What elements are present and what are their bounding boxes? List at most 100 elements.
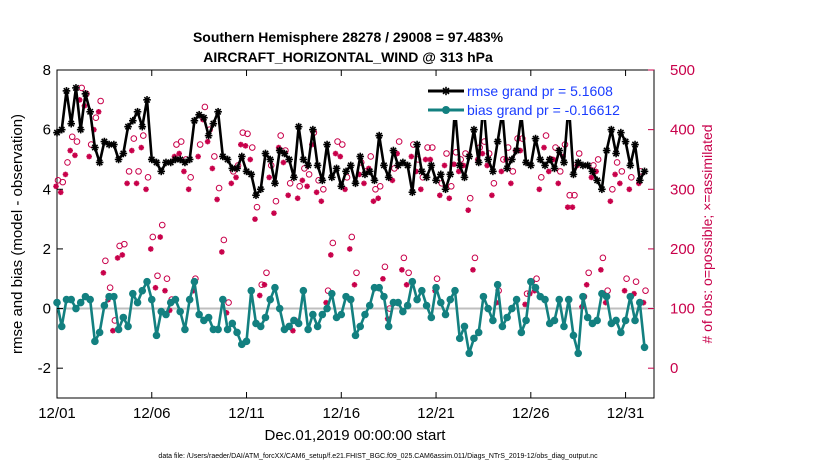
rmse-marker [185,155,194,164]
rmse-marker [493,137,502,146]
bias-marker [356,322,365,331]
bias-marker [399,307,407,316]
rmse-marker-stroke [290,174,298,181]
rmse-marker-stroke [134,108,141,115]
rmse-marker [536,155,545,164]
bias-marker [422,301,431,310]
bias-marker [574,349,582,358]
x-tick-label: 12/31 [607,405,645,422]
rmse-marker [569,170,578,179]
obs-assimilated-marker [67,147,74,154]
obs-assimilated-marker [564,204,571,211]
rmse-marker [545,155,554,164]
bias-marker [95,328,104,337]
obs-possible-marker [429,144,436,151]
bias-marker [100,301,109,310]
obs-assimilated-marker [446,195,453,202]
rmse-marker [157,167,166,176]
rmse-marker-stroke [532,135,539,142]
rmse-marker-stroke [641,168,648,175]
rmse-marker [62,87,71,95]
rmse-marker-stroke [172,156,179,163]
bias-marker [583,313,592,322]
rmse-marker-stroke [195,111,203,118]
rmse-marker-stroke [214,108,222,115]
bias-marker [72,304,80,313]
rmse-marker-stroke [522,159,530,166]
rmse-marker-stroke [347,162,355,169]
rmse-marker-stroke [328,174,336,181]
bias-marker [91,337,99,346]
obs-assimilated-marker-stroke [110,328,116,334]
rmse-marker-stroke [219,153,227,160]
legend-box [425,76,647,120]
bias-marker [346,295,355,304]
rmse-marker [76,125,85,134]
obs-assimilated-marker [214,196,220,203]
bias-marker [223,325,232,334]
rmse-marker-stroke [428,162,435,169]
obs-assimilated-marker [185,186,192,193]
bias-marker [114,325,123,334]
bias-marker [635,298,644,307]
rmse-marker-stroke [418,168,426,175]
rmse-marker-stroke [437,171,445,178]
obs-assimilated-marker-stroke [257,292,263,299]
bias-marker [247,286,256,295]
obs-assimilated-marker-stroke [536,186,542,192]
obs-possible-marker [196,141,204,148]
rmse-marker [422,173,431,182]
rmse-marker-stroke [77,126,84,133]
bias-marker [299,286,308,295]
rmse-marker [214,107,222,116]
y-left-tick-label: 0 [43,301,51,318]
rmse-marker [223,155,232,164]
rmse-marker [256,185,265,194]
obs-assimilated-marker-stroke [446,195,452,201]
obs-possible-marker [68,133,76,141]
rmse-marker [285,155,293,164]
rmse-marker-stroke [262,150,269,157]
rmse-marker-stroke [352,180,359,187]
obs-possible-marker [73,138,81,145]
obs-assimilated-marker [346,246,353,252]
rmse-marker-stroke [409,189,416,196]
obs-assimilated-marker [441,162,448,169]
obs-possible-marker [443,150,450,157]
bias-marker [195,310,203,319]
y-right-tick-label: 300 [670,181,695,198]
rmse-marker [370,176,379,185]
rmse-marker [508,155,516,164]
bias-marker [365,301,374,310]
bias-marker [328,289,336,298]
bias-marker [522,316,530,325]
obs-possible-marker [628,174,635,181]
obs-assimilated-marker-stroke [441,162,448,169]
bias-marker [147,295,156,304]
obs-assimilated-marker-stroke [314,189,320,195]
obs-possible-marker [509,168,517,175]
rmse-marker [337,182,346,191]
rmse-marker [384,173,393,182]
obs-assimilated-marker-stroke [124,180,130,186]
rmse-marker-stroke [541,162,549,169]
obs-possible-marker [571,191,578,199]
obs-assimilated-marker [545,168,552,175]
rmse-marker [527,161,535,170]
obs-assimilated-marker-stroke [375,195,381,201]
rmse-marker-stroke [423,174,430,181]
bias-marker [441,310,450,319]
obs-assimilated-marker [53,183,59,190]
bias-marker [489,316,497,325]
rmse-marker-stroke [603,147,610,154]
obs-possible-marker [296,182,303,190]
obs-assimilated-marker [436,192,443,199]
rmse-marker-stroke [546,156,554,163]
rmse-marker [114,155,123,164]
rmse-marker [133,107,142,116]
obs-assimilated-marker [100,270,107,276]
x-tick-label: 12/16 [323,405,361,422]
obs-assimilated-marker [408,153,415,160]
bias-marker [275,304,284,313]
